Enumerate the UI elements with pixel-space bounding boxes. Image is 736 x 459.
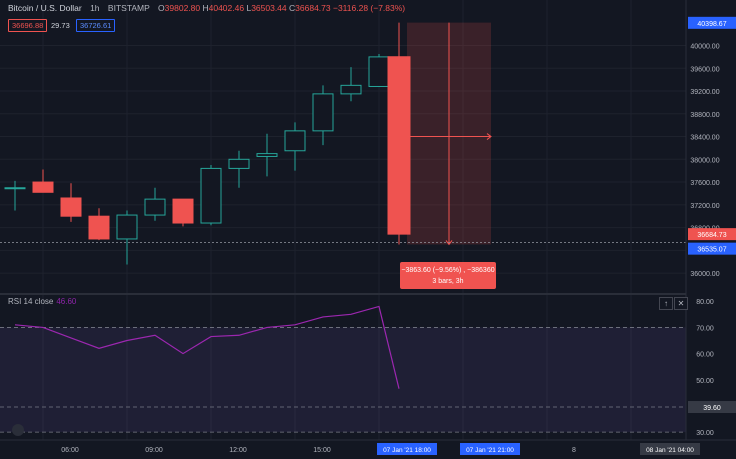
price-tick-label: 39200.00 — [690, 89, 719, 96]
time-tag-cursor-bg — [640, 443, 700, 455]
spread-value: 29.73 — [51, 21, 70, 30]
candle-body — [256, 153, 278, 157]
rsi-tick-label: 50.00 — [696, 378, 714, 385]
candle-body — [172, 198, 194, 224]
symbol-name: Bitcoin / U.S. Dollar — [8, 3, 82, 13]
price-tick-label: 40000.00 — [690, 44, 719, 51]
candle-body — [4, 187, 26, 190]
change-value: −3116.28 (−7.83%) — [332, 3, 406, 13]
price-tick-label: 39600.00 — [690, 66, 719, 73]
close-label: C — [289, 3, 296, 13]
candle-body — [228, 158, 250, 169]
measure-arrow-down — [445, 240, 453, 246]
rsi-title: RSI 14 close — [8, 297, 54, 306]
measure-bars: 3 bars, 3h — [432, 278, 464, 285]
price-tick-label: 38400.00 — [690, 135, 719, 142]
open-label: O — [158, 3, 165, 13]
candle-body — [200, 167, 222, 224]
candle-body — [88, 215, 110, 240]
time-tick-label: 09:00 — [145, 447, 163, 454]
time-tag-end-bg — [460, 443, 520, 455]
price-tag-last: 36684.73 — [697, 232, 726, 239]
rsi-band — [0, 327, 686, 433]
time-tag-start: 07 Jan '21 18:00 — [383, 447, 431, 454]
pane-close-icon[interactable]: ✕ — [674, 297, 688, 310]
rsi-legend: RSI 14 close 46.60 — [8, 297, 76, 306]
candle-body — [32, 181, 54, 193]
candle-body — [312, 93, 334, 132]
rsi-tick-label: 30.00 — [696, 430, 714, 437]
candle-body — [116, 214, 138, 240]
rsi-tick-label: 60.00 — [696, 352, 714, 359]
time-tag-cursor: 08 Jan '21 04:00 — [646, 447, 694, 454]
price-tag-high-bg — [688, 16, 736, 29]
measure-tooltip: −3863.60 (−9.56%) , −386360 3 bars, 3h — [400, 262, 496, 289]
rsi-value: 46.60 — [56, 297, 77, 306]
price-tick-label: 38800.00 — [690, 112, 719, 119]
candlestick-series — [4, 22, 411, 265]
rsi-tick-label: 80.00 — [696, 299, 714, 306]
candle-body — [284, 130, 306, 152]
price-tag-high: 40398.67 — [697, 21, 726, 28]
low-value: 36503.44 — [251, 3, 287, 13]
price-tag-cursor: 36535.07 — [697, 247, 726, 254]
rsi-cursor-tag: 39.60 — [703, 405, 721, 412]
pane-up-icon[interactable]: ↑ — [659, 297, 673, 310]
rsi-tick-label: 70.00 — [696, 325, 714, 332]
measure-change: −3863.60 (−9.56%) , −386360 — [401, 267, 495, 274]
close-value: 36684.73 — [295, 3, 331, 13]
candle-body — [368, 56, 390, 87]
bid-price-button[interactable]: 36696.88 — [8, 19, 48, 32]
time-tag-end: 07 Jan '21 21:00 — [466, 447, 514, 454]
price-tag-cursor-bg — [688, 242, 736, 255]
rsi-cursor-tag-bg — [688, 401, 736, 414]
candle-body — [340, 84, 362, 95]
time-tick-label: 06:00 — [61, 447, 79, 454]
measure-lines — [0, 22, 686, 246]
rsi-line — [14, 305, 400, 389]
high-label: H — [202, 3, 209, 13]
price-axis: 40000.00 39600.00 39200.00 38800.00 38400.00… — [685, 0, 736, 440]
price-axis-bg — [686, 0, 736, 440]
low-label: L — [246, 3, 252, 13]
price-tick-label: 38000.00 — [690, 157, 719, 164]
measure-arrow-right — [486, 133, 492, 140]
candle-body — [387, 56, 411, 235]
interval-label: 1h — [90, 3, 100, 13]
candle-body — [144, 198, 166, 216]
time-tick-label: 15:00 — [313, 447, 331, 454]
time-tick-label: 8 — [572, 447, 576, 454]
time-tick-label: 12:00 — [229, 447, 247, 454]
price-tag-last-bg — [688, 228, 736, 241]
high-value: 40402.46 — [208, 3, 245, 13]
open-value: 39802.80 — [164, 3, 201, 13]
tradingview-logo-icon — [12, 424, 24, 436]
candle-body — [60, 197, 82, 217]
symbol-header: Bitcoin / U.S. Dollar 1h BITSTAMP O39802… — [8, 3, 405, 13]
price-tick-label: 37600.00 — [690, 180, 719, 187]
price-tick-label: 36000.00 — [690, 271, 719, 278]
price-tick-label: 37200.00 — [690, 203, 719, 210]
rsi-pane — [0, 293, 736, 433]
time-tag-start-bg — [377, 443, 437, 455]
ask-price-button[interactable]: 36726.61 — [76, 19, 116, 32]
exchange-label: BITSTAMP — [107, 3, 150, 13]
